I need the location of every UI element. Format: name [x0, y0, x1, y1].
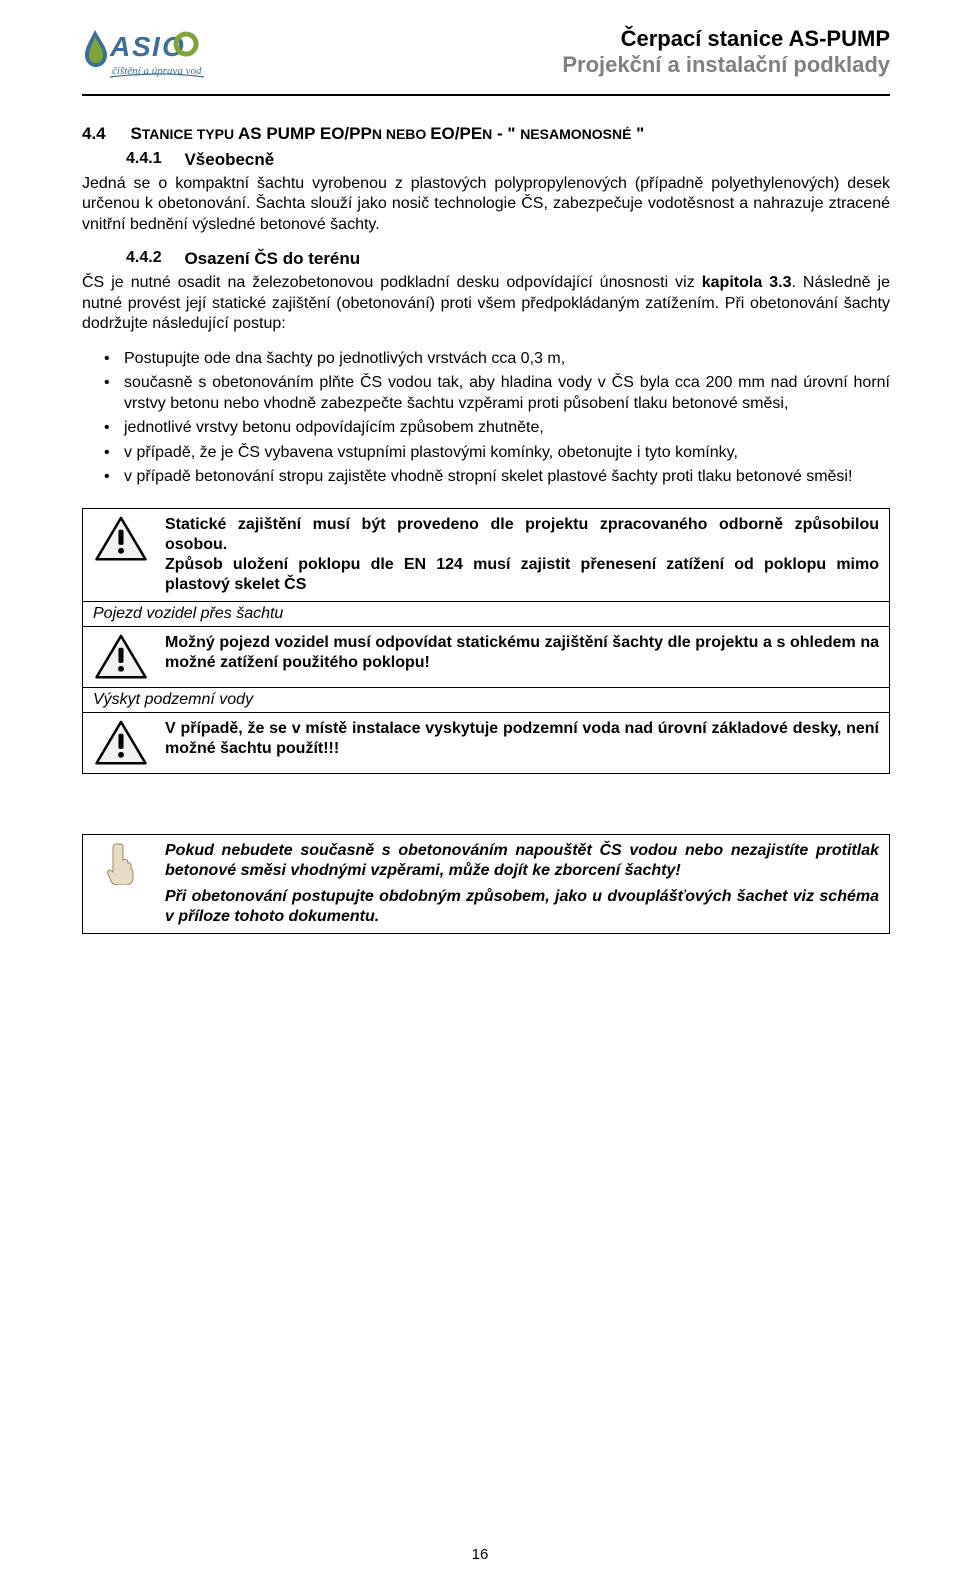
para-4-4-1: Jedná se o kompaktní šachtu vyrobenou z … — [82, 174, 890, 235]
subsection-number: 4.4.2 — [126, 249, 180, 267]
warning-box-1: Statické zajištění musí být provedeno dl… — [82, 508, 890, 602]
svg-text:I: I — [152, 31, 161, 62]
header-title-sub: Projekční a instalační podklady — [562, 52, 890, 78]
asio-logo-icon: A S I O čištění a úprava vod — [82, 26, 212, 82]
caption-pojezd: Pojezd vozidel přes šachtu — [82, 602, 890, 627]
svg-text:A: A — [109, 31, 130, 62]
bullet-item: současně s obetonováním plňte ČS vodou t… — [82, 373, 890, 414]
bullet-item: Postupujte ode dna šachty po jednotlivýc… — [82, 349, 890, 369]
warning-text: V případě, že se v místě instalace vysky… — [165, 719, 879, 759]
warning-text: Statické zajištění musí být provedeno dl… — [165, 515, 879, 595]
bullet-list: Postupujte ode dna šachty po jednotlivýc… — [82, 349, 890, 488]
section-title: STANICE TYPU AS PUMP EO/PPN NEBO EO/PEN … — [130, 124, 644, 143]
header-title-main: Čerpací stanice AS-PUMP — [562, 26, 890, 52]
warning-triangle-icon — [94, 633, 148, 681]
logo: A S I O čištění a úprava vod — [82, 26, 212, 82]
warning-box-2: Možný pojezd vozidel musí odpovídat stat… — [82, 627, 890, 688]
pointing-hand-icon — [106, 841, 136, 885]
note-box: Pokud nebudete současně s obetonováním n… — [82, 834, 890, 934]
subsection-title: Všeobecně — [184, 150, 274, 169]
subsection-title: Osazení ČS do terénu — [184, 249, 360, 268]
svg-text:S: S — [132, 31, 151, 62]
warning-text: Možný pojezd vozidel musí odpovídat stat… — [165, 633, 879, 673]
warning-triangle-icon — [94, 719, 148, 767]
page-header: A S I O čištění a úprava vod Čerpací sta… — [82, 26, 890, 82]
warning-stack-1: Statické zajištění musí být provedeno dl… — [82, 508, 890, 774]
para-4-4-2: ČS je nutné osadit na železobetonovou po… — [82, 273, 890, 334]
header-titles: Čerpací stanice AS-PUMP Projekční a inst… — [562, 26, 890, 78]
caption-vyskyt: Výskyt podzemní vody — [82, 688, 890, 713]
bullet-item: v případě betonování stropu zajistěte vh… — [82, 467, 890, 487]
header-rule — [82, 94, 890, 96]
note-text: Pokud nebudete současně s obetonováním n… — [165, 841, 879, 927]
page-number: 16 — [0, 1546, 960, 1563]
section-4-4-1-heading: 4.4.1 Všeobecně — [126, 150, 890, 170]
warning-box-3: V případě, že se v místě instalace vysky… — [82, 713, 890, 774]
bullet-item: v případě, že je ČS vybavena vstupními p… — [82, 443, 890, 463]
section-4-4-heading: 4.4 STANICE TYPU AS PUMP EO/PPN NEBO EO/… — [82, 124, 890, 144]
section-number: 4.4 — [82, 124, 126, 144]
subsection-number: 4.4.1 — [126, 150, 180, 168]
warning-triangle-icon — [94, 515, 148, 563]
warning-stack-2: Pokud nebudete současně s obetonováním n… — [82, 834, 890, 934]
section-4-4-2-heading: 4.4.2 Osazení ČS do terénu — [126, 249, 890, 269]
bullet-item: jednotlivé vrstvy betonu odpovídajícím z… — [82, 418, 890, 438]
